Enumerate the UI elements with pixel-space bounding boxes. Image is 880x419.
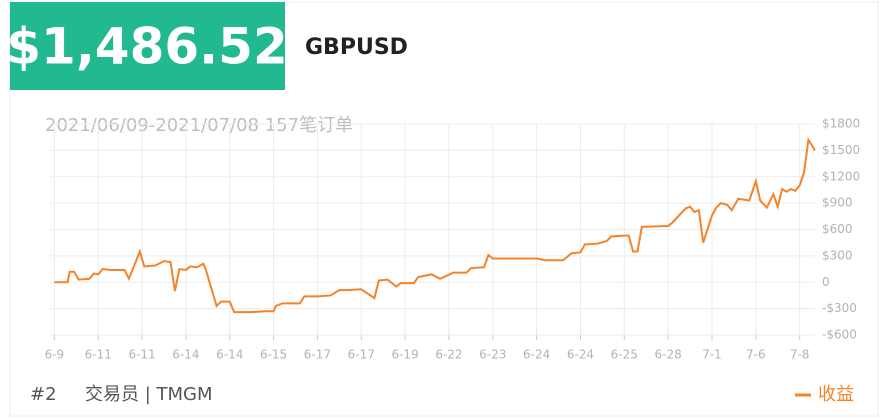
x-tick-label: 6-15: [260, 348, 287, 362]
x-tick-label: 6-19: [391, 348, 418, 362]
y-tick-label: $900: [822, 196, 853, 210]
x-tick-label: 6-17: [304, 348, 331, 362]
x-tick-label: 6-9: [45, 348, 65, 362]
y-tick-label: -$600: [822, 328, 857, 342]
x-tick-label: 6-24: [567, 348, 594, 362]
x-tick-label: 6-25: [611, 348, 638, 362]
x-tick-label: 6-11: [85, 348, 112, 362]
y-tick-label: 0: [822, 275, 830, 289]
y-tick-label: $1800: [822, 117, 860, 131]
trader: 交易员 | TMGM: [85, 384, 213, 405]
x-tick-label: 6-14: [172, 348, 199, 362]
x-tick-label: 6-14: [216, 348, 243, 362]
legend-label: 收益: [818, 384, 854, 405]
x-tick-label: 7-1: [702, 348, 722, 362]
x-tick-label: 6-24: [523, 348, 550, 362]
x-tick-label: 7-8: [790, 348, 810, 362]
rank: #2: [30, 384, 57, 405]
y-tick-label: $600: [822, 222, 853, 236]
x-tick-label: 6-23: [479, 348, 506, 362]
y-tick-label: $300: [822, 248, 853, 262]
x-tick-label: 6-17: [348, 348, 375, 362]
y-tick-label: $1500: [822, 143, 860, 157]
subtitle: 2021/06/09-2021/07/08 157笔订单: [45, 115, 353, 136]
y-tick-label: $1200: [822, 169, 860, 183]
balance-badge: [10, 2, 285, 90]
x-tick-label: 6-22: [435, 348, 462, 362]
x-tick-label: 6-11: [128, 348, 155, 362]
symbol: GBPUSD: [305, 35, 408, 60]
balance: $1,486.52: [6, 18, 288, 76]
x-tick-label: 7-6: [746, 348, 766, 362]
y-tick-label: -$300: [822, 301, 857, 315]
x-tick-label: 6-28: [655, 348, 682, 362]
line: [54, 136, 816, 314]
